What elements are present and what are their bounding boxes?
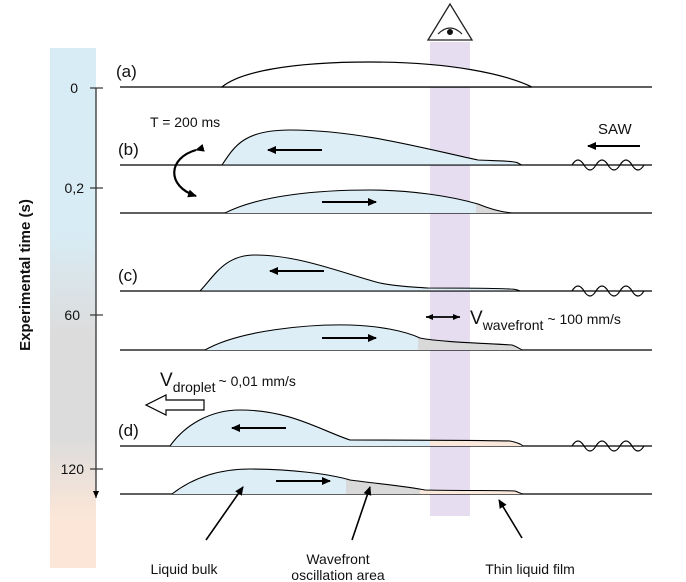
time-tick-label-120: 120 (61, 461, 85, 477)
label-wavefront-line1: Wavefront (306, 551, 369, 567)
panel-label-d: (d) (118, 421, 139, 440)
period-label: T = 200 ms (150, 114, 220, 130)
pointer-thin-film (498, 499, 523, 539)
panel-label-b: (b) (118, 140, 139, 159)
time-tick-label-60: 60 (64, 307, 80, 323)
time-axis-title: Experimental time (s) (17, 199, 34, 351)
pointer-wavefront (351, 486, 372, 541)
observation-band (430, 42, 470, 516)
droplet-a (220, 61, 533, 88)
panel-label-c: (c) (118, 266, 138, 285)
droplet-d1 (169, 409, 524, 447)
droplet-b2 (224, 189, 513, 214)
time-bar (50, 48, 96, 568)
droplet-d2 (171, 468, 524, 495)
droplet-c2 (204, 324, 523, 351)
saw-label: SAW (598, 121, 632, 138)
label-thin-film: Thin liquid film (485, 561, 574, 577)
droplet-b1 (220, 129, 523, 166)
droplet-velocity-arrow (144, 394, 205, 416)
saw-wave-b (571, 159, 645, 171)
v-wavefront-label: Vwavefront ~ 100 mm/s (470, 308, 621, 333)
time-tick-label-0: 0 (70, 80, 78, 96)
panel-label-a: (a) (116, 62, 137, 81)
v-droplet-label: Vdroplet ~ 0,01 mm/s (160, 370, 296, 395)
eye-icon (426, 2, 474, 41)
saw-wave-c (571, 285, 645, 297)
time-tick-label-0-2: 0,2 (65, 180, 85, 196)
saw-wave-d (571, 440, 645, 452)
label-wavefront-line2: oscillation area (291, 567, 385, 582)
pointer-liquid-bulk (205, 486, 244, 541)
label-liquid-bulk: Liquid bulk (151, 561, 219, 577)
droplet-c1 (198, 254, 521, 292)
oscillation-cycle-arrow (173, 143, 205, 198)
